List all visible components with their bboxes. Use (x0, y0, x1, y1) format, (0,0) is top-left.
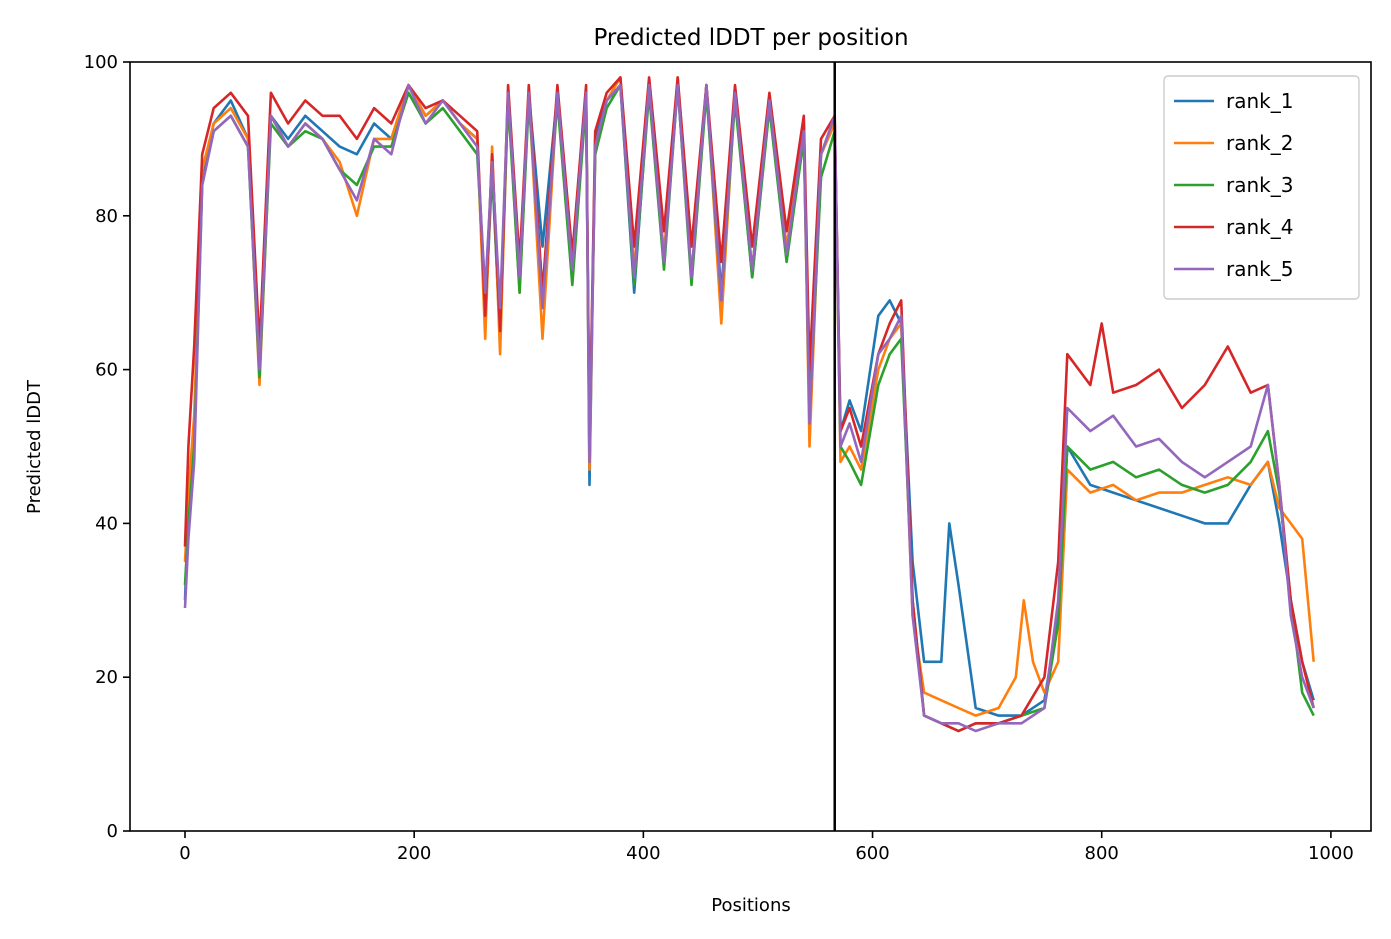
x-tick-label: 400 (626, 843, 660, 864)
y-tick-label: 60 (95, 360, 118, 381)
y-tick-label: 40 (95, 513, 118, 534)
x-tick-label: 800 (1085, 843, 1119, 864)
plot-area (183, 62, 1315, 831)
legend-label-rank_3: rank_3 (1226, 173, 1293, 197)
axes: 0 200 400 600 800 1000 0 20 40 60 80 100 (84, 52, 1372, 864)
legend: rank_1 rank_2 rank_3 rank_4 rank_5 (1163, 75, 1360, 300)
x-tick-label: 1000 (1308, 843, 1354, 864)
legend-box (1163, 75, 1360, 300)
x-tick-label: 600 (855, 843, 889, 864)
x-tick-label: 0 (179, 843, 190, 864)
x-axis-label: Positions (711, 895, 790, 916)
y-tick-label: 20 (95, 667, 118, 688)
legend-label-rank_4: rank_4 (1226, 215, 1293, 239)
legend-label-rank_2: rank_2 (1226, 131, 1293, 155)
axes-frame (129, 61, 1372, 832)
series-line-rank_3 (183, 83, 1315, 733)
y-axis-label: Predicted lDDT (24, 379, 45, 514)
x-tick-label: 200 (397, 843, 431, 864)
legend-label-rank_5: rank_5 (1226, 257, 1293, 281)
series-line-rank_5 (183, 83, 1315, 733)
chart-title: Predicted lDDT per position (593, 25, 908, 51)
y-tick-label: 80 (95, 206, 118, 227)
y-tick-label: 100 (84, 52, 118, 73)
legend-label-rank_1: rank_1 (1226, 89, 1293, 113)
y-tick-label: 0 (107, 821, 118, 842)
